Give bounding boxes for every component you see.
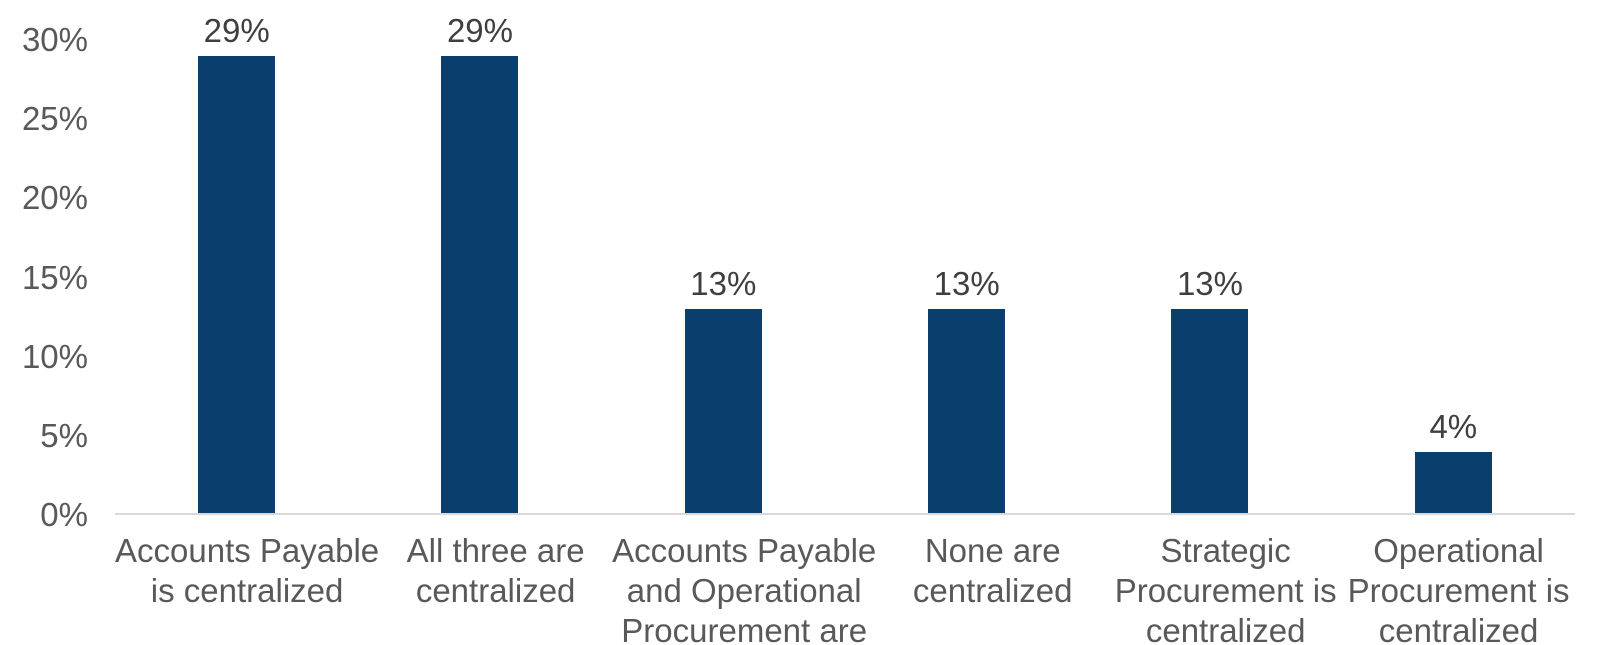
bar: [684, 309, 762, 515]
y-tick-label: 5%: [40, 417, 88, 454]
x-axis-labels: Accounts Payable is centralized All thre…: [115, 531, 1575, 645]
category-line: Procurement is: [1347, 572, 1570, 609]
y-tick-label: 25%: [21, 100, 88, 137]
y-tick-label: 30%: [21, 21, 88, 58]
category-line: centralized: [415, 572, 576, 609]
bar-value-label: 29%: [446, 11, 514, 49]
bar-column: 29%: [115, 0, 358, 515]
category-label: All three are centralized: [379, 531, 612, 645]
plot-area: 29% 29% 13% 13% 13% 4%: [115, 0, 1575, 515]
bar-value-label: 13%: [690, 265, 757, 303]
category-line: and Operational: [626, 572, 862, 609]
bar-value-label: 13%: [933, 265, 1000, 303]
category-line: None are: [924, 532, 1061, 569]
bar-value-label: 4%: [1429, 407, 1478, 445]
category-line: is centralized: [150, 572, 344, 609]
x-axis-line: [115, 513, 1575, 515]
y-tick-label: 20%: [21, 179, 88, 216]
bar: [1171, 309, 1249, 515]
bar: [1414, 451, 1492, 515]
category-line: Procurement is: [1114, 572, 1337, 609]
bar-column: 13%: [845, 0, 1088, 515]
category-line: Operational: [1373, 532, 1544, 569]
category-label: Strategic Procurement is centralized: [1109, 531, 1342, 645]
y-tick-label: 0%: [40, 496, 88, 533]
y-tick-label: 15%: [21, 259, 88, 296]
category-line: centralized: [912, 572, 1073, 609]
bar-column: 13%: [602, 0, 845, 515]
category-label: None are centralized: [876, 531, 1109, 645]
bar-column: 29%: [358, 0, 601, 515]
category-label: Operational Procurement is centralized: [1342, 531, 1575, 645]
bar: [198, 55, 276, 515]
y-tick-label: 10%: [21, 338, 88, 375]
category-line: centralized: [1378, 612, 1539, 645]
category-line: centralized: [1145, 612, 1306, 645]
bar-column: 4%: [1332, 0, 1575, 515]
category-line: Strategic: [1160, 532, 1291, 569]
bar-value-label: 13%: [1176, 265, 1243, 303]
category-line: Procurement are: [621, 612, 868, 645]
bar: [441, 55, 519, 515]
category-label: Accounts Payable is centralized: [115, 531, 379, 645]
bar-column: 13%: [1088, 0, 1331, 515]
y-axis: 30% 25% 20% 15% 10% 5% 0%: [0, 0, 88, 645]
bar: [928, 309, 1006, 515]
category-line: Accounts Payable: [612, 532, 877, 569]
bar-value-label: 29%: [203, 11, 270, 49]
category-line: All three are: [406, 532, 585, 569]
category-label: Accounts Payable and Operational Procure…: [612, 531, 876, 645]
category-line: Accounts Payable: [115, 532, 380, 569]
